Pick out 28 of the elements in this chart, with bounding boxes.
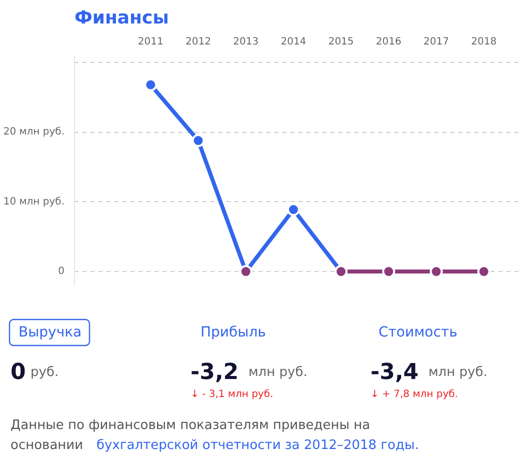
text: основании (10, 438, 84, 453)
x-tick-label: 2011 (138, 36, 164, 48)
text: -3,2 (190, 360, 239, 385)
point (192, 134, 205, 148)
text: Выручка (18, 324, 82, 340)
text: млн руб. (248, 365, 308, 380)
text: руб. (30, 365, 59, 380)
text: ↓ + 7,8 млн руб. (370, 389, 458, 400)
x-tick-label: 2016 (376, 36, 402, 48)
point (144, 78, 158, 92)
x-tick-label: 2015 (328, 36, 354, 48)
x-tick-label: 2013 (233, 36, 259, 48)
text: Прибыль (200, 324, 266, 340)
x-tick-label: 2017 (424, 36, 449, 48)
x-tick-label: 2018 (471, 36, 497, 48)
text: -3,4 (370, 360, 419, 385)
y-tick-label: 0 (58, 266, 65, 278)
text: млн руб. (428, 365, 488, 380)
y-tick-label: 10 млн руб. (3, 196, 65, 208)
point (286, 203, 300, 216)
y-tick-label: 20 млн руб. (3, 126, 65, 138)
x-tick-label: 2014 (280, 36, 306, 48)
text: Данные по финансовым показателям приведены на (10, 418, 370, 433)
text: Стоимость (378, 324, 458, 340)
text: бухгалтерской отчетности за 2012–2018 годы. (96, 438, 419, 453)
chart-title: Финансы (74, 8, 169, 28)
x-tick-label: 2012 (186, 36, 211, 48)
text: ↓ - 3,1 млн руб. (190, 389, 274, 400)
